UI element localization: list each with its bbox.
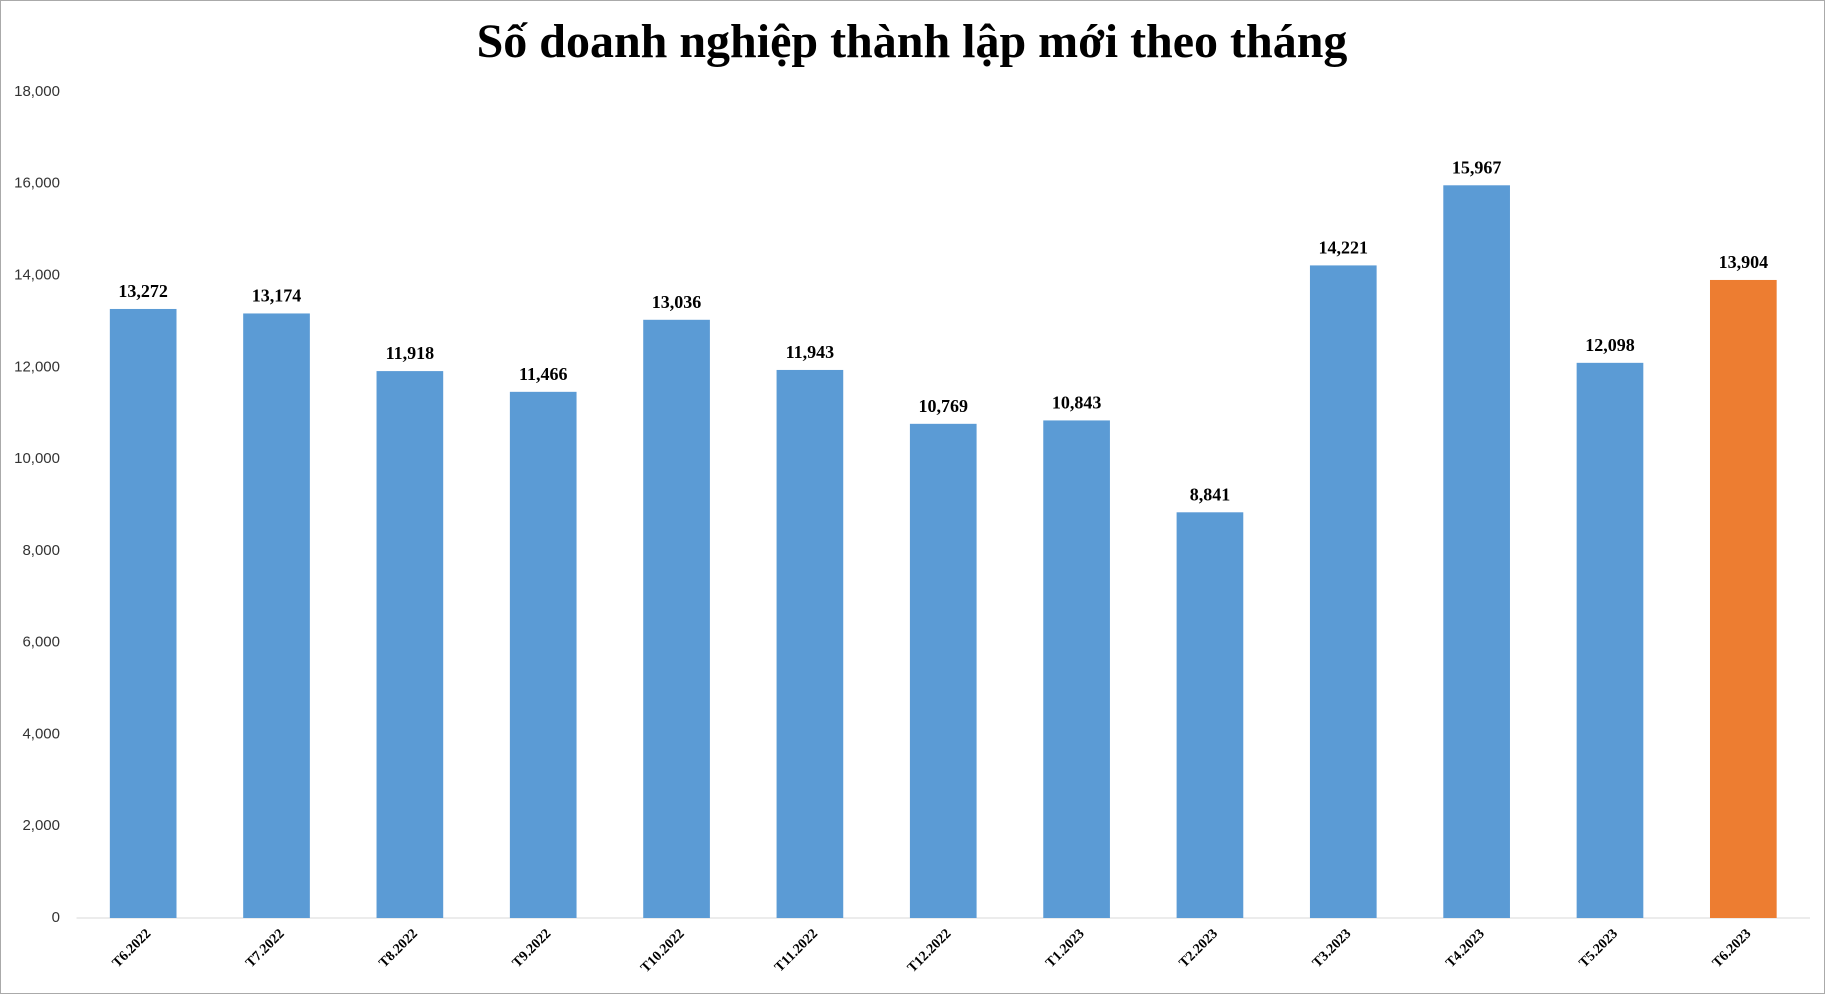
data-label: 11,918 <box>386 343 435 363</box>
bar <box>909 423 977 918</box>
bar <box>509 391 577 918</box>
bar <box>376 371 444 919</box>
data-label: 13,272 <box>118 281 168 301</box>
data-label: 11,466 <box>519 364 568 384</box>
y-tick-label: 18,000 <box>14 83 60 100</box>
data-label: 11,943 <box>786 342 835 362</box>
y-tick-label: 4,000 <box>22 725 60 742</box>
bar <box>1443 185 1510 918</box>
data-label: 10,843 <box>1052 393 1102 413</box>
y-tick-label: 0 <box>52 909 60 926</box>
bar <box>1709 279 1777 918</box>
y-tick-label: 12,000 <box>14 358 60 375</box>
data-label: 10,769 <box>919 396 969 416</box>
bar <box>776 369 844 919</box>
bar <box>643 319 710 918</box>
bar <box>1043 420 1110 918</box>
data-label: 13,036 <box>652 292 702 312</box>
y-tick-label: 8,000 <box>22 542 60 559</box>
data-label: 8,841 <box>1190 484 1231 504</box>
data-label: 13,904 <box>1719 252 1769 272</box>
bar <box>1576 362 1644 919</box>
data-label: 13,174 <box>252 286 302 306</box>
y-tick-label: 10,000 <box>14 450 60 467</box>
bar <box>1176 512 1244 918</box>
data-label: 15,967 <box>1452 157 1502 177</box>
data-label: 14,221 <box>1319 238 1369 258</box>
y-tick-label: 6,000 <box>22 634 60 651</box>
bar <box>1309 265 1377 918</box>
y-tick-label: 14,000 <box>14 267 60 284</box>
y-tick-label: 16,000 <box>14 175 60 192</box>
bar <box>243 313 310 918</box>
y-tick-label: 2,000 <box>22 817 60 834</box>
data-label: 12,098 <box>1585 335 1635 355</box>
chart-title: Số doanh nghiệp thành lập mới theo tháng <box>477 15 1348 68</box>
bar <box>109 308 177 919</box>
